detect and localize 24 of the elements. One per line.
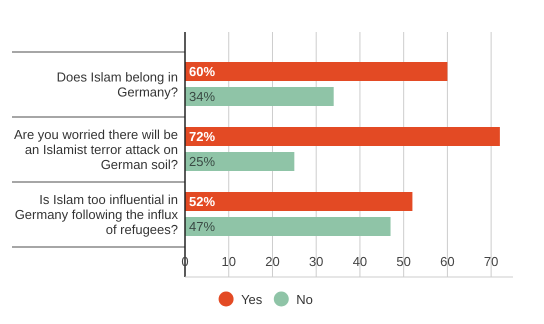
x-tick-label: 20 bbox=[265, 254, 280, 269]
data-label: 72% bbox=[189, 129, 216, 144]
y-tick-label: Does Islam belong in Germany? bbox=[56, 70, 178, 100]
x-tick-label: 60 bbox=[440, 254, 455, 269]
x-tick-label: 40 bbox=[352, 254, 368, 269]
y-tick-label: Are you worried there will be an Islamist terror attack on German soil? bbox=[14, 127, 178, 172]
x-tick-label: 50 bbox=[396, 254, 411, 269]
bar bbox=[185, 217, 391, 236]
bar bbox=[185, 127, 500, 146]
x-tick-label: 70 bbox=[484, 254, 498, 269]
data-label: 25% bbox=[189, 154, 216, 169]
legend-label: No bbox=[296, 292, 313, 307]
bar bbox=[185, 87, 334, 106]
data-label: 47% bbox=[189, 219, 216, 234]
bar bbox=[185, 192, 412, 211]
data-label: 52% bbox=[189, 194, 216, 209]
legend-label: Yes bbox=[241, 292, 263, 307]
x-tick-label: 10 bbox=[222, 254, 236, 269]
bar bbox=[185, 62, 448, 81]
x-tick-label: 30 bbox=[308, 254, 324, 269]
data-label: 34% bbox=[189, 89, 216, 104]
data-label: 60% bbox=[189, 64, 216, 79]
bar bbox=[185, 152, 294, 171]
y-tick-label: Is Islam too influential in Germany following the influx of refugees? bbox=[14, 192, 178, 237]
